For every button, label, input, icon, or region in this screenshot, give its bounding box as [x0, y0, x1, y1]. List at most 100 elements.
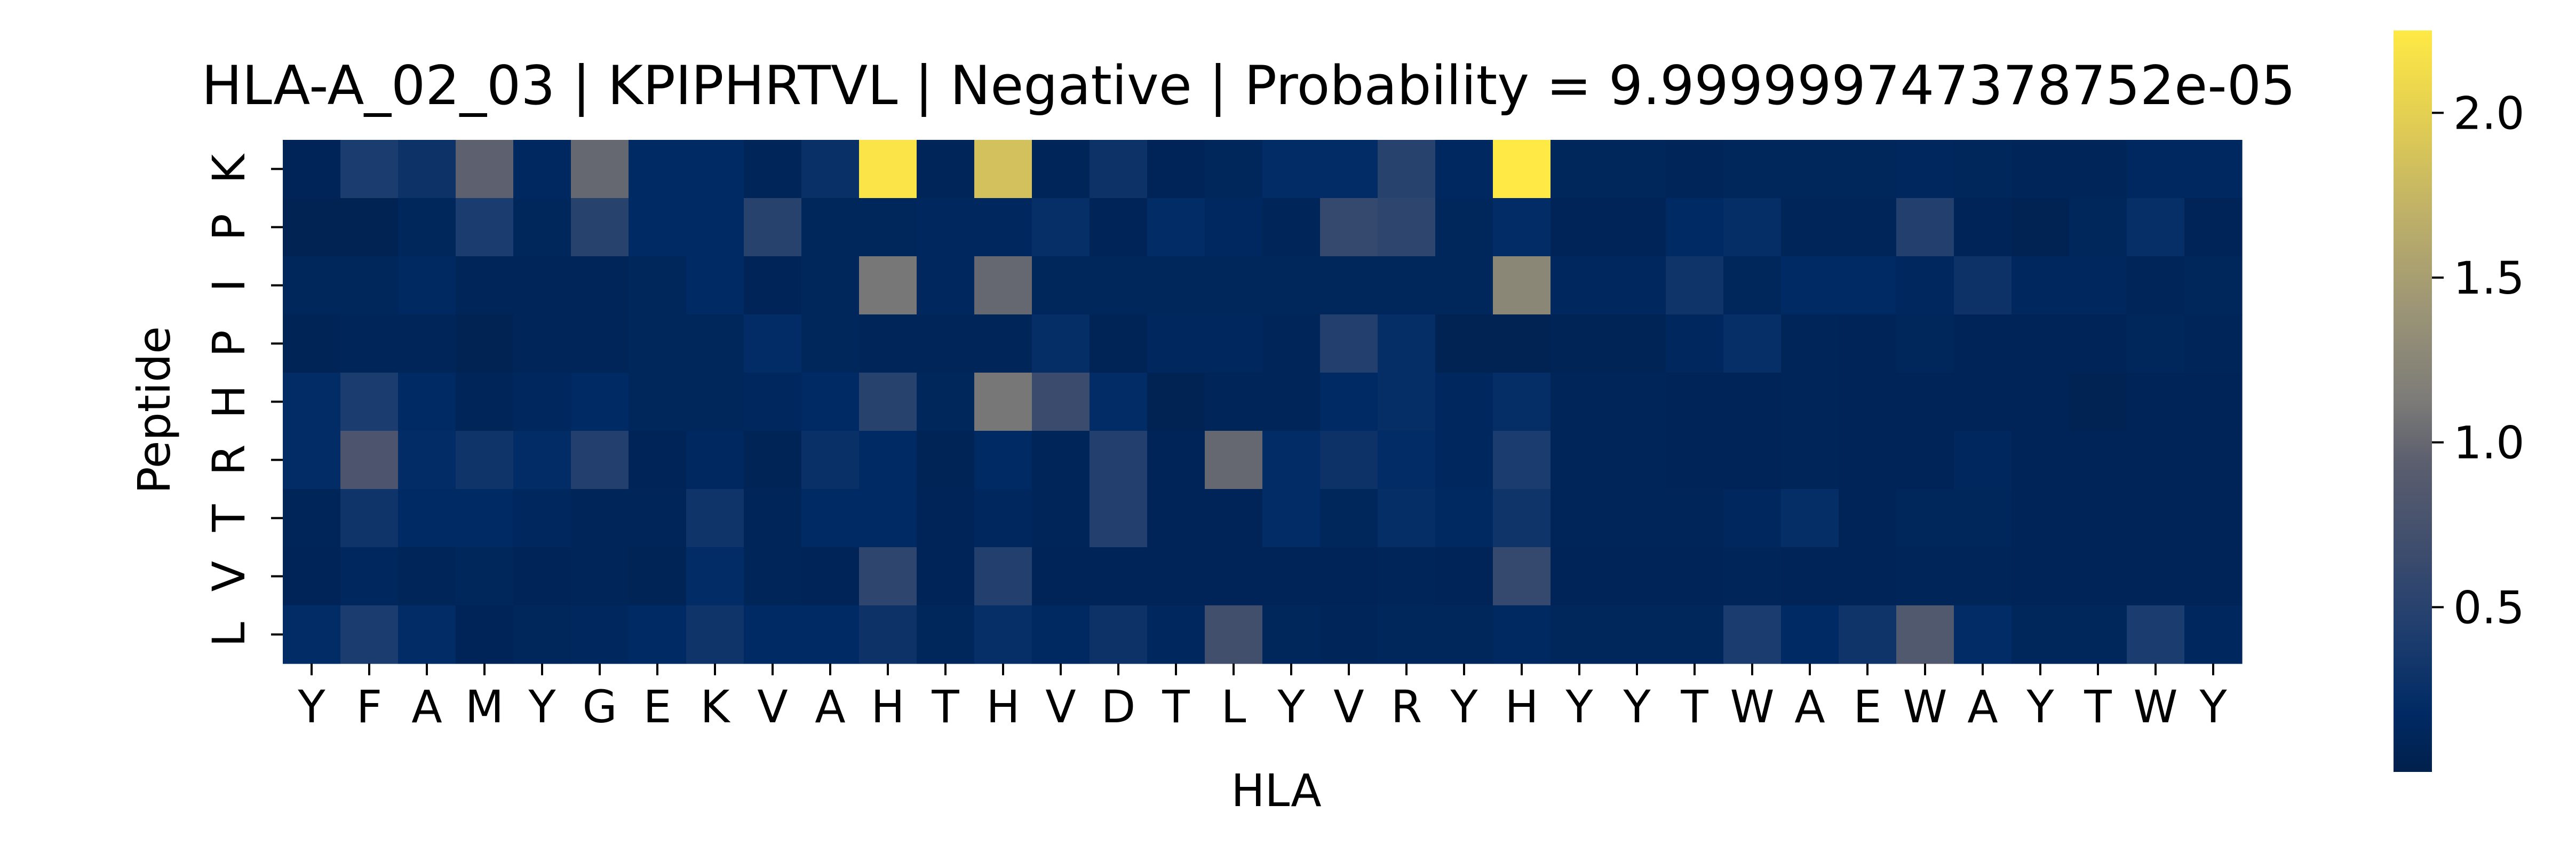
colorbar: 0.5 1.0 1.5 2.0	[2394, 30, 2525, 772]
heatmap-cell	[2011, 314, 2070, 373]
x-tick-label: A	[815, 681, 845, 733]
heatmap-cell	[456, 489, 514, 548]
heatmap-cell	[744, 256, 802, 315]
x-tick-label: Y	[1623, 681, 1651, 733]
heatmap-cell	[2184, 314, 2243, 373]
y-tick-label: H	[203, 385, 255, 419]
heatmap-cell	[629, 140, 687, 199]
heatmap-cell	[398, 547, 456, 606]
heatmap-cell	[1666, 431, 1724, 490]
heatmap-cell	[1608, 605, 1666, 664]
heatmap-cell	[2127, 605, 2185, 664]
x-tick-label: Y	[1565, 681, 1593, 733]
heatmap-cell	[801, 140, 860, 199]
heatmap-cell	[398, 605, 456, 664]
heatmap-cell	[1781, 198, 1839, 257]
x-tick-label: V	[1333, 681, 1364, 733]
heatmap-cell	[1378, 547, 1436, 606]
heatmap-cell	[1723, 547, 1782, 606]
heatmap-cell	[1147, 373, 1205, 431]
heatmap-cell	[917, 198, 975, 257]
heatmap-cell	[2069, 373, 2127, 431]
heatmap-cell	[2011, 140, 2070, 199]
heatmap-cell	[974, 140, 1032, 199]
heatmap-cell	[1262, 198, 1321, 257]
heatmap-cell	[859, 256, 917, 315]
heatmap-cell	[513, 489, 571, 548]
heatmap-cell	[1320, 547, 1378, 606]
heatmap-cell	[1090, 198, 1148, 257]
heatmap-cell	[1032, 547, 1090, 606]
heatmap-cell	[686, 547, 744, 606]
heatmap-cell	[801, 314, 860, 373]
heatmap-cell	[1032, 314, 1090, 373]
heatmap-cell	[686, 198, 744, 257]
heatmap-cell	[283, 140, 341, 199]
y-axis-ticks: K P I P HR T V L	[203, 153, 283, 647]
x-tick-label: W	[1903, 681, 1947, 733]
heatmap-cell	[859, 489, 917, 548]
heatmap-cell	[629, 547, 687, 606]
heatmap-cell	[1608, 314, 1666, 373]
heatmap-cell	[1493, 489, 1551, 548]
heatmap-cell	[1723, 198, 1782, 257]
heatmap-cell	[1839, 373, 1897, 431]
heatmap-cell	[1954, 373, 2012, 431]
heatmap-cell	[513, 314, 571, 373]
heatmap-cell	[456, 431, 514, 490]
heatmap-cell	[686, 489, 744, 548]
heatmap-cell	[1551, 140, 1609, 199]
heatmap-cell	[2127, 431, 2185, 490]
colorbar-tick-label: 1.0	[2453, 417, 2525, 469]
heatmap-cell	[1262, 489, 1321, 548]
heatmap-cell	[1090, 431, 1148, 490]
heatmap-cell	[1608, 431, 1666, 490]
heatmap-cell	[917, 489, 975, 548]
x-tick-label: Y	[528, 681, 556, 733]
heatmap-cell	[340, 140, 399, 199]
x-tick-label: F	[356, 681, 382, 733]
heatmap-cell	[1320, 256, 1378, 315]
heatmap-cell	[1205, 198, 1263, 257]
heatmap-cell	[283, 547, 341, 606]
heatmap-cell	[1262, 431, 1321, 490]
heatmap-cell	[859, 314, 917, 373]
heatmap-cell	[801, 256, 860, 315]
heatmap-cell	[1839, 198, 1897, 257]
heatmap-cell	[974, 431, 1032, 490]
heatmap-cell	[1666, 256, 1724, 315]
heatmap-cell	[1954, 314, 2012, 373]
heatmap-cell	[1896, 431, 1954, 490]
heatmap-cell	[859, 198, 917, 257]
heatmap-cell	[2069, 256, 2127, 315]
heatmap-cell	[1608, 547, 1666, 606]
heatmap-cell	[2011, 547, 2070, 606]
heatmap-cell	[1435, 605, 1493, 664]
heatmap-cell	[456, 605, 514, 664]
heatmap-cell	[571, 431, 629, 490]
x-tick-label: A	[1794, 681, 1825, 733]
y-tick-label: V	[203, 561, 255, 591]
heatmap-cell	[629, 489, 687, 548]
heatmap-cell	[1723, 373, 1782, 431]
heatmap-cell	[1090, 605, 1148, 664]
heatmap-cell	[686, 140, 744, 199]
heatmap-cell	[340, 373, 399, 431]
heatmap-cell	[1781, 256, 1839, 315]
x-axis-label: HLA	[1231, 764, 1321, 817]
heatmap-cell	[398, 314, 456, 373]
heatmap-cell	[1032, 373, 1090, 431]
x-tick-label: Y	[2199, 681, 2227, 733]
y-tick-label: P	[203, 330, 255, 357]
heatmap-cell	[1896, 489, 1954, 548]
heatmap-cell	[1723, 431, 1782, 490]
colorbar-tick-label: 0.5	[2453, 581, 2525, 634]
heatmap-cell	[1262, 314, 1321, 373]
heatmap-cell	[2011, 489, 2070, 548]
heatmap-cell	[1435, 547, 1493, 606]
heatmap-cell	[1378, 140, 1436, 199]
heatmap-cell	[1378, 431, 1436, 490]
heatmap-cell	[1147, 605, 1205, 664]
heatmap-cell	[1320, 373, 1378, 431]
heatmap-cell	[283, 431, 341, 490]
